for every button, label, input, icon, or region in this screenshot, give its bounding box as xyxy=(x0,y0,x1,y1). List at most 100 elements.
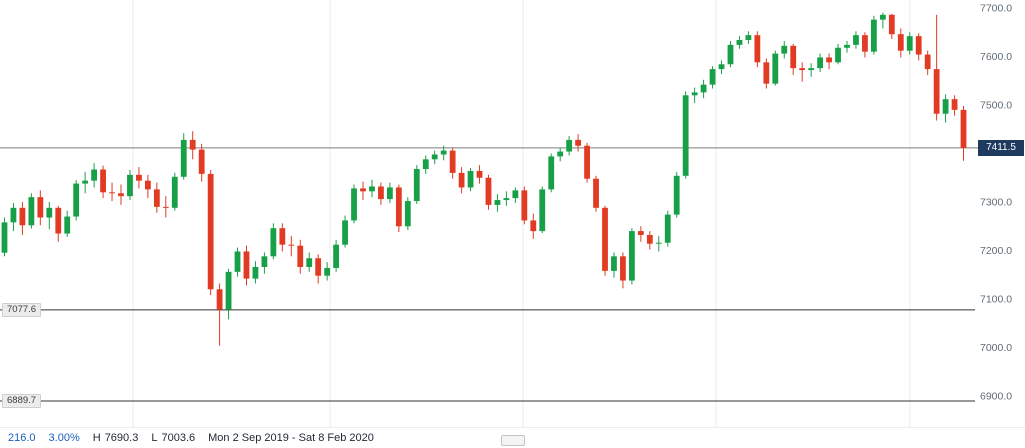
y-axis-tick-label[interactable]: 7600.0 xyxy=(980,51,1012,63)
candle-up xyxy=(709,69,716,85)
candle-up xyxy=(781,45,788,54)
candle-down xyxy=(100,169,106,193)
y-axis-tick-label[interactable]: 7500.0 xyxy=(980,99,1012,111)
candle-up xyxy=(127,174,133,197)
candle-up xyxy=(386,187,393,200)
candle-up xyxy=(1,222,8,253)
candle-up xyxy=(808,68,815,71)
candle-up xyxy=(664,214,671,243)
candle-down xyxy=(279,228,286,245)
candle-up xyxy=(942,99,949,114)
candle-up xyxy=(503,198,510,201)
candle-up xyxy=(422,159,429,170)
y-axis-tick-label[interactable]: 7700.0 xyxy=(980,3,1012,15)
candle-down xyxy=(620,256,626,281)
candle-down xyxy=(924,54,931,70)
candle-up xyxy=(342,220,348,245)
candle-up xyxy=(180,139,187,177)
candle-up xyxy=(369,186,375,192)
candle-down xyxy=(602,207,608,271)
candle-down xyxy=(584,145,590,179)
candle-up xyxy=(171,176,178,208)
candle-down xyxy=(763,62,770,84)
candle-down xyxy=(243,251,250,279)
candle-up xyxy=(413,169,420,202)
candle-up xyxy=(10,207,17,223)
date-range: Mon 2 Sep 2019 - Sat 8 Feb 2020 xyxy=(208,432,374,444)
candle-down xyxy=(395,187,402,227)
candle-up xyxy=(28,197,35,226)
candle-up xyxy=(252,266,259,279)
candle-up xyxy=(673,175,680,215)
candle-up xyxy=(853,35,859,45)
candle-up xyxy=(682,95,689,176)
candle-up xyxy=(351,188,357,221)
candle-up xyxy=(467,170,474,188)
period-high-label: H xyxy=(92,432,101,444)
candle-up xyxy=(736,40,743,45)
candle-up xyxy=(718,64,725,70)
candle-down xyxy=(888,14,895,35)
candle-down xyxy=(637,231,644,235)
y-axis-tick-label[interactable]: 7300.0 xyxy=(980,196,1012,208)
candle-down xyxy=(951,99,958,110)
candle-down xyxy=(198,149,205,174)
timeline-handle[interactable] xyxy=(501,435,525,446)
candle-down xyxy=(37,197,44,218)
candle-up xyxy=(566,139,573,152)
candle-up xyxy=(557,151,564,157)
y-axis-tick-label[interactable]: 7000.0 xyxy=(980,342,1012,354)
candle-down xyxy=(485,177,492,205)
candle-down xyxy=(162,206,169,208)
candle-up xyxy=(906,36,913,51)
candle-up xyxy=(91,169,98,181)
candle-up xyxy=(745,35,752,41)
candle-down xyxy=(136,174,142,181)
candle-down xyxy=(826,57,832,63)
candle-up xyxy=(261,256,268,267)
period-high: H 7690.3 xyxy=(93,432,139,444)
period-high-value: 7690.3 xyxy=(104,432,139,444)
candlestick-chart[interactable]: 7700.0 7600.0 7500.0 7300.0 7200.0 7100.0 7000… xyxy=(0,0,1025,428)
change-value: 216.0 xyxy=(8,432,36,444)
candle-down xyxy=(933,69,940,114)
candle-up xyxy=(306,258,313,267)
candle-down xyxy=(790,45,797,69)
candle-up xyxy=(404,201,411,227)
period-low-value: 7003.6 xyxy=(161,432,196,444)
support-level-label[interactable]: 7077.6 xyxy=(2,302,42,317)
candle-down xyxy=(360,188,366,192)
period-low-label: L xyxy=(151,432,158,444)
candle-up xyxy=(46,207,53,218)
candle-up xyxy=(655,242,662,244)
candle-up xyxy=(333,244,340,268)
candle-down xyxy=(216,289,223,310)
candle-down xyxy=(144,180,151,190)
candle-up xyxy=(611,256,617,271)
candle-down xyxy=(575,139,582,146)
candle-down xyxy=(799,68,806,71)
candle-up xyxy=(870,19,877,52)
y-axis-tick-label[interactable]: 7100.0 xyxy=(980,293,1012,305)
candle-up xyxy=(431,154,438,160)
candle-down xyxy=(476,170,483,178)
candle-up xyxy=(234,251,241,272)
candle-down xyxy=(521,190,528,221)
candle-down xyxy=(378,186,384,200)
y-axis-tick-label[interactable]: 6900.0 xyxy=(980,390,1012,402)
candle-down xyxy=(153,189,160,207)
candle-up xyxy=(494,200,501,205)
candle-up xyxy=(225,271,232,310)
candle-up xyxy=(73,183,80,217)
chart-canvas[interactable]: 7700.0 7600.0 7500.0 7300.0 7200.0 7100.0 7000… xyxy=(0,0,1025,428)
y-axis-tick-label[interactable]: 7200.0 xyxy=(980,245,1012,257)
support-level-label[interactable]: 6889.7 xyxy=(2,393,42,408)
candle-down xyxy=(288,244,295,246)
candle-down xyxy=(960,109,967,148)
candle-down xyxy=(19,207,26,226)
candle-up xyxy=(844,44,850,48)
candle-up xyxy=(772,53,779,84)
candle-up xyxy=(82,180,89,184)
candle-up xyxy=(727,44,734,65)
candle-up xyxy=(64,216,71,234)
